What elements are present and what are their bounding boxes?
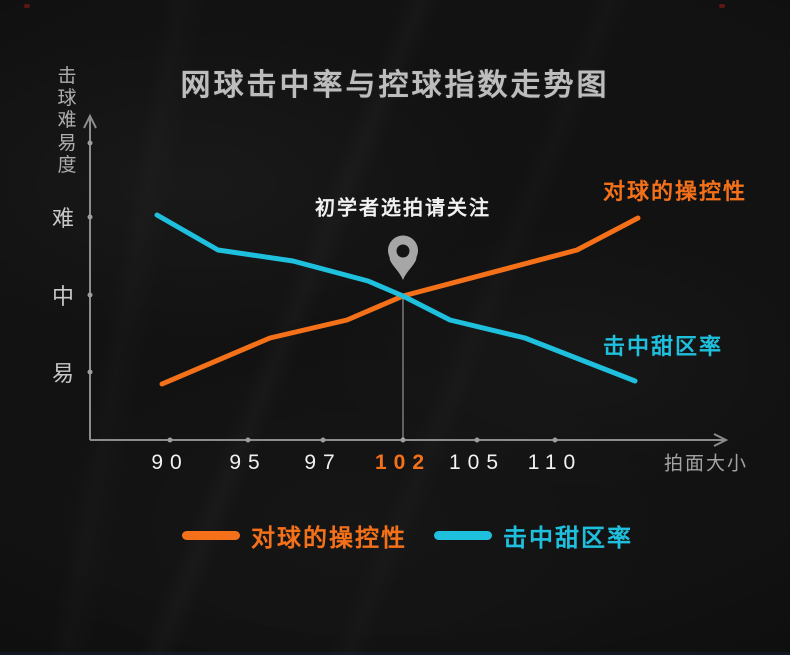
y-tick-dot bbox=[87, 140, 93, 146]
corner-mark-right bbox=[719, 4, 725, 8]
x-tick-dot bbox=[474, 437, 480, 443]
chart-title: 网球击中率与控球指数走势图 bbox=[180, 69, 610, 102]
y-tick-dot bbox=[87, 292, 93, 298]
y-tick-dot bbox=[87, 214, 93, 220]
location-pin-icon bbox=[388, 235, 418, 280]
x-tick-dot bbox=[552, 437, 558, 443]
y-axis-title: 击球难易度 bbox=[57, 66, 77, 176]
y-tick-label-中: 中 bbox=[51, 284, 75, 309]
bottom-edge-strip bbox=[0, 652, 790, 655]
annotation-text: 初学者选拍请关注 bbox=[315, 197, 491, 220]
y-tick-label-易: 易 bbox=[51, 361, 75, 386]
location-pin-hole bbox=[396, 244, 410, 258]
x-tick-dot bbox=[320, 437, 326, 443]
x-tick-dot bbox=[167, 437, 173, 443]
y-tick-dot bbox=[87, 369, 93, 375]
legend-swatch-sweet-spot bbox=[434, 531, 492, 540]
x-tick-label-90: 90 bbox=[151, 451, 189, 474]
legend-label-sweet-spot: 击中甜区率 bbox=[503, 525, 633, 552]
y-axis-arrow-icon bbox=[83, 113, 97, 129]
x-tick-label-110: 110 bbox=[527, 451, 583, 474]
x-tick-label-105: 105 bbox=[448, 451, 506, 474]
series-label-sweet-spot: 击中甜区率 bbox=[602, 334, 724, 359]
x-tick-dot bbox=[400, 437, 406, 443]
series-label-control: 对球的操控性 bbox=[602, 179, 748, 204]
corner-mark-left bbox=[24, 4, 30, 8]
legend-label-control: 对球的操控性 bbox=[251, 525, 407, 552]
series-line-0 bbox=[159, 215, 641, 387]
legend-swatch-control bbox=[182, 531, 240, 540]
x-tick-label-95: 95 bbox=[229, 451, 267, 474]
series-line-1 bbox=[154, 212, 638, 384]
legend-item-control: 对球的操控性 bbox=[182, 518, 407, 553]
legend: 对球的操控性 击中甜区率 bbox=[182, 518, 633, 553]
legend-item-sweet-spot: 击中甜区率 bbox=[434, 518, 633, 553]
x-axis-title: 拍面大小 bbox=[663, 453, 749, 475]
x-axis-arrow-icon bbox=[713, 433, 729, 447]
x-tick-label-102: 102 bbox=[374, 451, 432, 474]
x-tick-dot bbox=[245, 437, 251, 443]
x-tick-label-97: 97 bbox=[304, 451, 342, 474]
y-tick-label-难: 难 bbox=[51, 206, 75, 231]
